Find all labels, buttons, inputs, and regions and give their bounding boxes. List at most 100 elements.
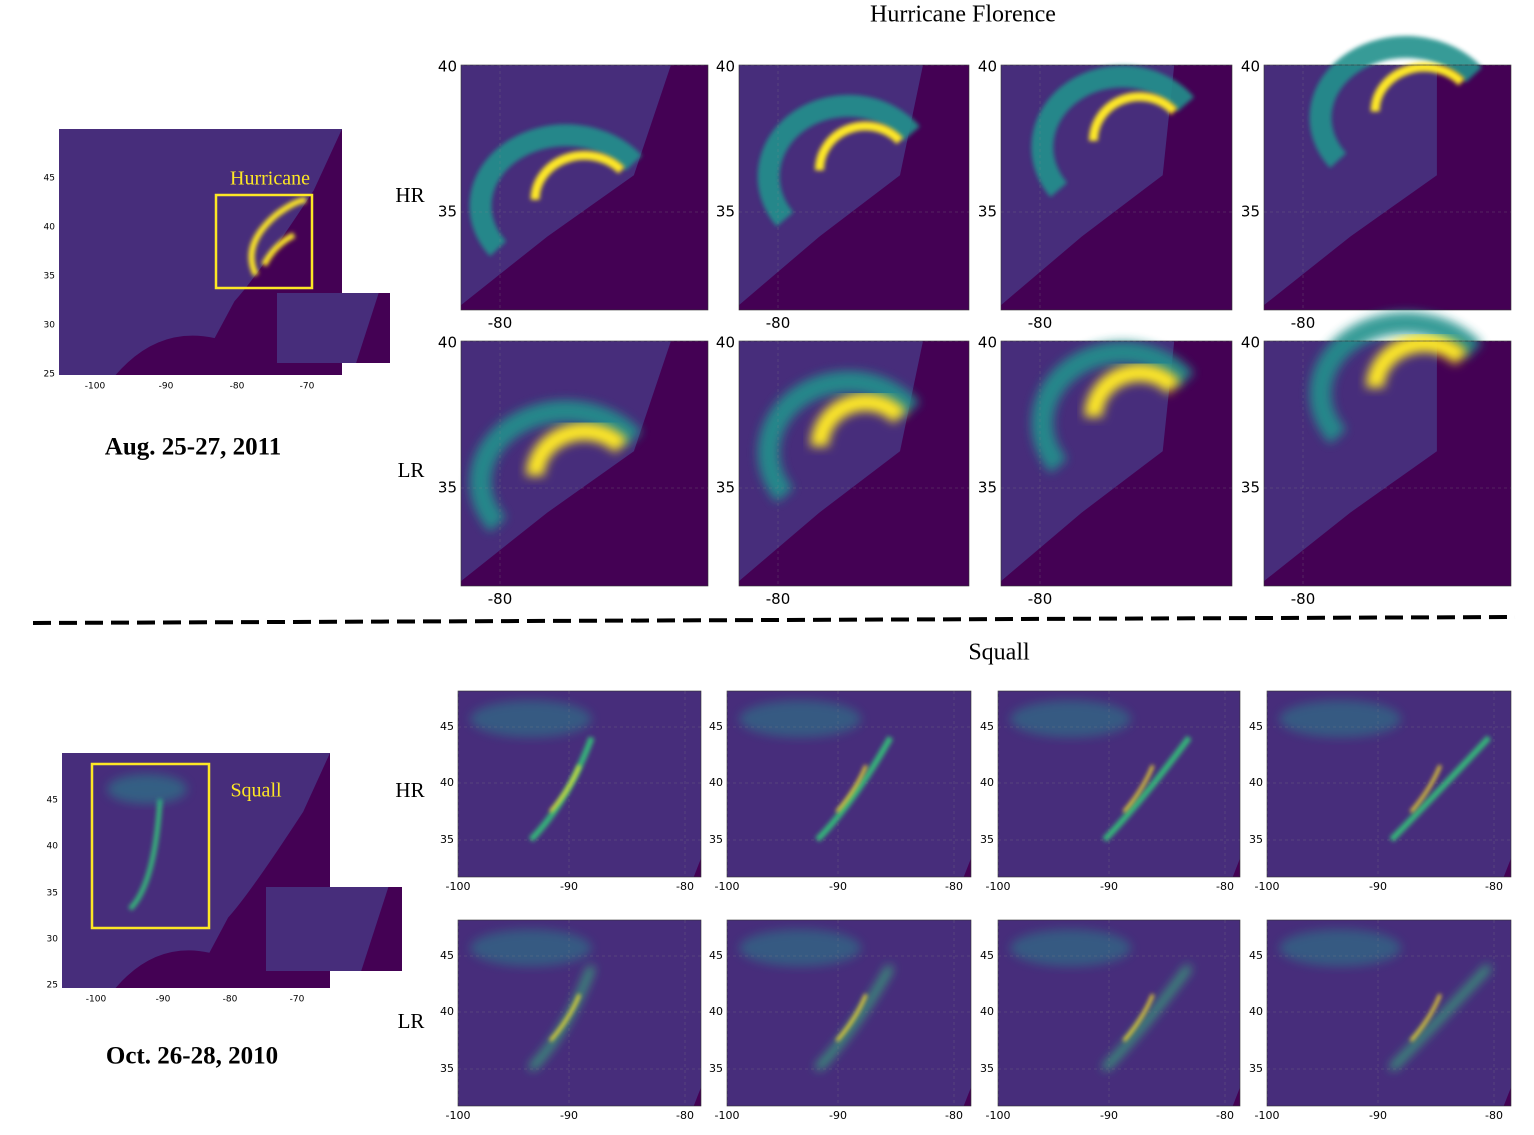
y-tick-label: 40 (980, 1005, 994, 1018)
land (963, 1087, 971, 1106)
x-tick-label: -80 (676, 1109, 694, 1122)
rainband (1031, 65, 1195, 198)
cloud (470, 929, 592, 967)
y-tick-label: 35 (438, 203, 457, 221)
map-panel: 40 35 -80 (1241, 312, 1512, 608)
rainband (757, 94, 920, 227)
x-tick-label: -80 (1291, 590, 1316, 608)
date-label: Aug. 25-27, 2011 (105, 434, 281, 461)
y-tick-label: 35 (1241, 203, 1260, 221)
squall-line (1102, 735, 1192, 842)
y-tick-label: 40 (47, 842, 59, 852)
y-tick-label: 45 (709, 720, 723, 733)
map-panel: 40 35 -80 (438, 334, 709, 608)
y-tick-label: 45 (440, 949, 454, 962)
x-tick-label: -80 (1485, 880, 1503, 893)
x-tick-label: -80 (1216, 880, 1234, 893)
map-panel: 45 40 35 -100 -90 -80 (709, 690, 972, 893)
rainband-core (810, 393, 907, 447)
land (1503, 858, 1511, 877)
cloud (107, 774, 187, 804)
land (1264, 341, 1511, 586)
rainband (1309, 312, 1483, 445)
x-tick-label: -100 (85, 382, 106, 392)
y-tick-label: 45 (709, 949, 723, 962)
land (1001, 65, 1232, 310)
x-tick-label: -90 (1100, 880, 1118, 893)
x-tick-label: -90 (1369, 880, 1387, 893)
x-tick-label: -90 (829, 1109, 847, 1122)
row-label: HR (395, 183, 424, 207)
rainband-core (1088, 92, 1178, 142)
inset-land (356, 293, 390, 363)
rainband-core (530, 150, 625, 200)
y-tick-label: 30 (44, 321, 56, 331)
y-tick-label: 40 (1241, 58, 1260, 76)
y-tick-label: 40 (709, 776, 723, 789)
squall-core (835, 993, 868, 1042)
map-panel: 40 35 -80 (438, 58, 709, 332)
y-tick-label: 40 (438, 58, 457, 76)
x-tick-label: -90 (560, 880, 578, 893)
map-panel: 40 35 -80 (716, 58, 970, 332)
inset-land (361, 887, 402, 971)
x-tick-label: -90 (560, 1109, 578, 1122)
x-tick-label: -80 (676, 880, 694, 893)
x-tick-label: -100 (86, 995, 107, 1005)
y-tick-label: 35 (978, 479, 997, 497)
y-tick-label: 45 (980, 949, 994, 962)
rainband-core (1370, 62, 1465, 112)
y-tick-label: 35 (1249, 1062, 1263, 1075)
y-tick-label: 35 (978, 203, 997, 221)
panel-frame (460, 340, 709, 587)
rainband-core (1366, 334, 1468, 388)
x-tick-label: -80 (223, 995, 238, 1005)
y-tick-label: 45 (47, 796, 58, 806)
x-tick-label: -100 (715, 880, 740, 893)
y-tick-label: 35 (716, 203, 735, 221)
y-tick-label: 40 (44, 223, 56, 233)
squall-core (835, 764, 868, 813)
y-tick-label: 40 (978, 58, 997, 76)
rainband (469, 124, 642, 257)
y-tick-label: 35 (47, 889, 58, 899)
map-panel: 45 40 35 -100 -90 -80 (980, 690, 1241, 893)
map-panel: 45 40 35 -100 -90 -80 (980, 919, 1241, 1122)
x-tick-label: -100 (715, 1109, 740, 1122)
rainband (1031, 341, 1195, 474)
x-tick-label: -70 (300, 382, 315, 392)
x-tick-label: -80 (1028, 314, 1053, 332)
y-tick-label: 45 (980, 720, 994, 733)
squall-core (1409, 764, 1442, 813)
land (1232, 1087, 1240, 1106)
land (963, 858, 971, 877)
squall-line (1389, 964, 1492, 1071)
panel-frame (460, 64, 709, 311)
cloud (739, 929, 862, 967)
x-tick-label: -100 (986, 1109, 1011, 1122)
panel-frame (1263, 64, 1512, 311)
land (461, 65, 708, 310)
land (693, 1087, 701, 1106)
x-tick-label: -80 (766, 314, 791, 332)
panel-frame (1263, 340, 1512, 587)
land (1232, 858, 1240, 877)
x-tick-label: -80 (1485, 1109, 1503, 1122)
x-tick-label: -90 (159, 382, 174, 392)
y-tick-label: 35 (438, 479, 457, 497)
cloud (470, 700, 592, 738)
squall-core (549, 993, 581, 1042)
land (1001, 341, 1232, 586)
x-tick-label: -80 (488, 314, 513, 332)
y-tick-label: 35 (440, 1062, 454, 1075)
rainband (757, 370, 920, 503)
y-tick-label: 40 (978, 334, 997, 352)
y-tick-label: 45 (440, 720, 454, 733)
section-title: Squall (968, 640, 1030, 666)
y-tick-label: 40 (716, 58, 735, 76)
map-panel: 40 35 -80 (1241, 36, 1512, 332)
map-panel: 45 40 35 -100 -90 -80 (1249, 690, 1512, 893)
map-panel: 40 35 -80 (716, 334, 970, 608)
y-tick-label: 45 (44, 174, 55, 184)
squall-core (1409, 993, 1442, 1042)
